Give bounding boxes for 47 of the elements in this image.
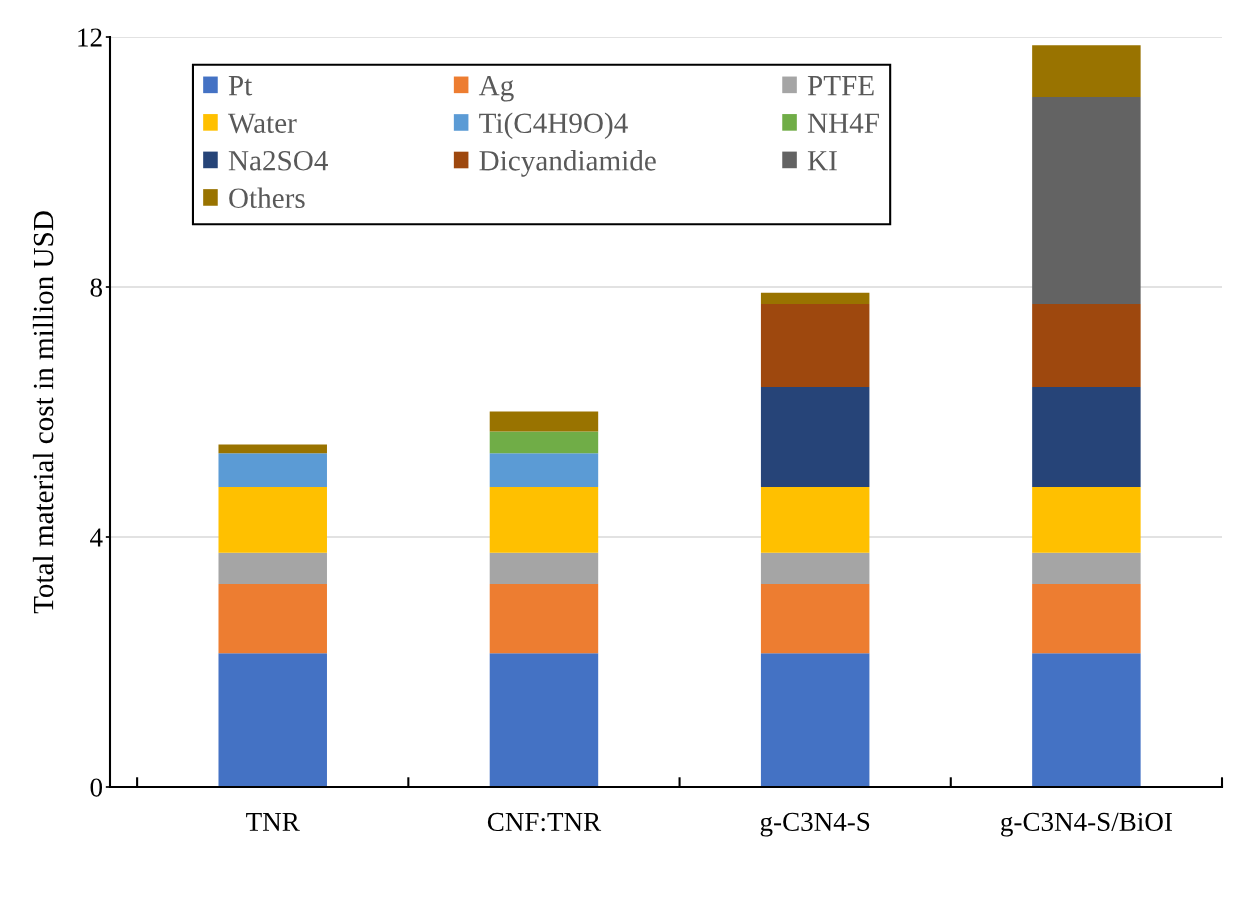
x-tick-label: g-C3N4-S/BiOI [1001, 812, 1172, 837]
bar [489, 431, 599, 454]
legend-label: PTFE [807, 76, 874, 96]
bar [1032, 303, 1141, 387]
bar [760, 292, 870, 304]
bar [489, 411, 599, 432]
legend-label: Water [227, 113, 297, 134]
legend-label: NH4F [807, 113, 879, 133]
x-tick-label: CNF:TNR [487, 812, 602, 832]
y-tick-label: 12 [78, 28, 102, 47]
legend-label: Na2SO4 [228, 150, 328, 171]
bar [218, 552, 327, 584]
bar [1032, 653, 1141, 787]
y-tick-label: 0 [90, 778, 103, 797]
bar [1032, 487, 1141, 553]
y-axis-title: Total material cost in million USD [32, 211, 54, 614]
bar [760, 487, 870, 553]
bar [218, 653, 327, 787]
legend-label: KI [807, 151, 837, 171]
bar [1032, 387, 1141, 487]
bar [760, 653, 870, 787]
legend-label: Ti(C4H9O)4 [479, 112, 628, 140]
bar [1032, 45, 1141, 97]
bar [218, 453, 327, 487]
bar [218, 444, 327, 454]
legend-label: Others [229, 187, 305, 209]
bar [760, 387, 870, 487]
legend-label: Dicyandiamide [479, 150, 656, 177]
x-tick-label: g-C3N4-S [760, 812, 870, 837]
bar [760, 552, 870, 584]
bar [489, 453, 599, 487]
bar [760, 583, 870, 654]
legend-label: Ag [478, 75, 514, 102]
bar [489, 653, 599, 787]
y-tick-label: 8 [90, 278, 103, 297]
bar [760, 303, 870, 387]
bar [218, 583, 327, 654]
bar [489, 487, 599, 553]
bar [489, 583, 599, 654]
y-tick-label: 4 [90, 528, 103, 547]
bar [218, 487, 327, 553]
bar [489, 552, 599, 584]
x-tick-label: TNR [246, 813, 300, 831]
bar [1032, 583, 1141, 654]
legend-label: Pt [228, 76, 253, 96]
bar [1032, 97, 1141, 304]
bar [1032, 552, 1141, 584]
